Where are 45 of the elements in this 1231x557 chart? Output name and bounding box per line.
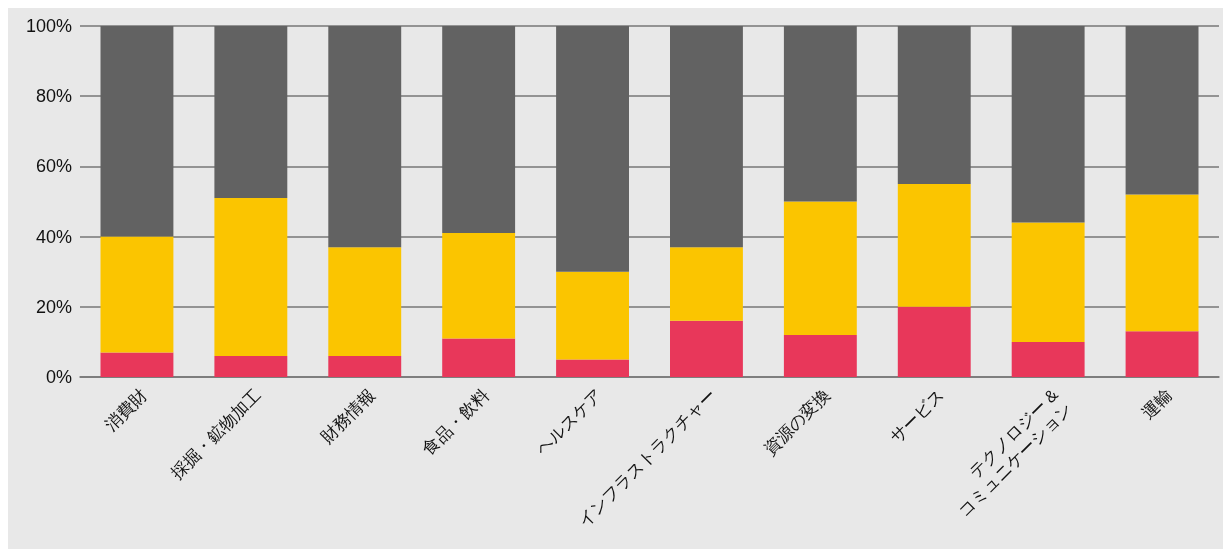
x-tick-label: ヘルスケア	[532, 385, 607, 459]
x-tick-label: テクノロジー & コミュニケーション	[954, 384, 1077, 522]
bar	[556, 271, 629, 360]
bar	[556, 359, 629, 377]
y-tick-label: 20%	[35, 296, 72, 317]
bar	[556, 26, 629, 272]
y-tick-label: 80%	[35, 86, 72, 107]
bar	[1011, 222, 1085, 342]
bar	[897, 26, 971, 184]
bar	[897, 183, 971, 307]
bar	[1125, 194, 1199, 332]
x-tick-label: 運輸	[1138, 385, 1176, 423]
x-tick-label: 食品・飲料	[418, 385, 493, 459]
bar	[783, 201, 857, 335]
bar	[670, 247, 743, 321]
bar	[328, 26, 402, 248]
x-tick-label: 財務情報	[317, 385, 379, 447]
x-tick-label: 資源の変換	[760, 385, 835, 459]
bar	[1125, 331, 1199, 377]
bar	[100, 236, 174, 353]
bar	[214, 26, 288, 198]
bar	[897, 306, 971, 377]
bar	[442, 233, 516, 339]
bar	[442, 338, 516, 377]
bar	[670, 320, 743, 377]
y-tick-label: 100%	[25, 16, 72, 36]
y-tick-label: 60%	[35, 156, 72, 177]
bar	[1011, 26, 1085, 223]
bar	[214, 355, 288, 377]
bar	[442, 26, 516, 234]
x-tick-label: サービス	[886, 385, 949, 447]
x-tick-label: 採掘・鉱物加工	[167, 385, 265, 483]
bar	[783, 334, 857, 377]
bar	[328, 247, 402, 356]
bar	[783, 26, 857, 202]
bar	[100, 352, 174, 377]
y-tick-label: 0%	[45, 367, 72, 387]
bar	[328, 355, 402, 377]
x-tick-label: 消費財	[101, 385, 151, 435]
bar	[100, 26, 174, 237]
bar	[214, 197, 288, 356]
bar	[1125, 26, 1199, 195]
bar	[670, 26, 743, 248]
bar	[1011, 341, 1085, 377]
y-tick-label: 40%	[35, 226, 72, 247]
